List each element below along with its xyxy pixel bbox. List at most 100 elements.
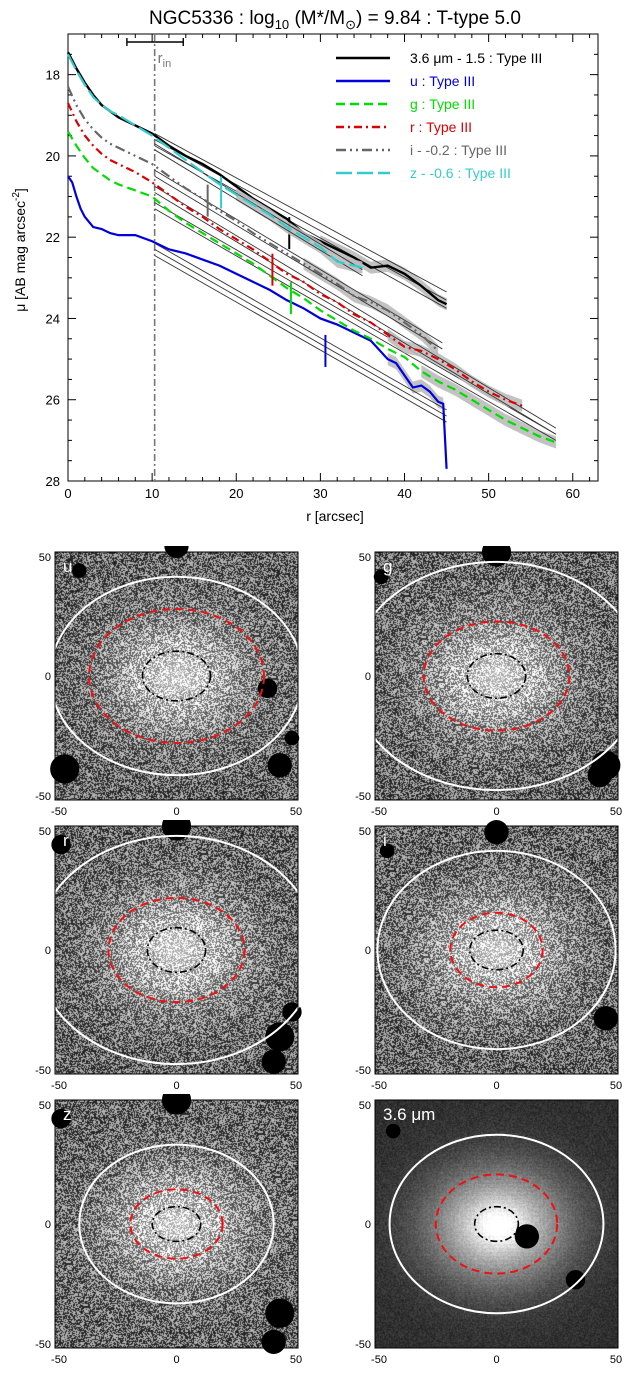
legend-label: 3.6 μm - 1.5 : Type III — [410, 50, 542, 66]
break-ellipse — [88, 608, 265, 744]
y-tick-label: 28 — [46, 474, 60, 489]
galaxy-image — [375, 826, 618, 1074]
fit-line — [154, 208, 557, 441]
inner-ellipse — [473, 1205, 520, 1243]
inner-ellipse — [468, 929, 525, 971]
panel-frame — [54, 825, 299, 1075]
panel-frame — [374, 551, 619, 801]
series-line — [67, 175, 448, 469]
masked-source — [373, 569, 389, 585]
galaxy-image — [55, 826, 298, 1074]
masked-source — [591, 750, 621, 780]
image-panel-1: g -50 0 50 50 0 -50 — [349, 546, 638, 818]
band-label: i — [383, 831, 387, 850]
inner-ellipse — [146, 926, 207, 974]
y-axis-label: μ [AB mag arcsec-2] — [11, 188, 28, 312]
y-tick-label: -50 — [355, 791, 371, 803]
fit-line — [154, 255, 447, 423]
uncertainty-band — [387, 352, 447, 475]
y-tick-label: 18 — [46, 68, 60, 83]
series-line — [67, 53, 363, 269]
masked-source — [385, 1123, 401, 1139]
band-label: g — [383, 557, 392, 576]
uncertainty-band — [387, 328, 523, 412]
fit-line — [154, 143, 363, 271]
masked-source — [379, 843, 395, 859]
fit-line — [154, 139, 447, 301]
outer-ellipse — [388, 1133, 605, 1315]
outer-ellipse — [376, 849, 617, 1051]
series-line — [67, 130, 557, 444]
masked-source — [284, 730, 300, 746]
x-tick-label: 0 — [173, 1354, 179, 1366]
galaxy-image — [55, 552, 298, 800]
uncertainty-band — [320, 235, 447, 311]
y-tick-label: 26 — [46, 393, 60, 408]
panel-frame — [54, 551, 299, 801]
x-tick-label: 50 — [481, 486, 495, 501]
y-tick-label: 50 — [359, 826, 371, 838]
masked-source — [51, 834, 71, 855]
image-panel-3: i -50 0 50 50 0 -50 — [355, 820, 622, 1092]
fit-line — [154, 175, 443, 350]
outer-ellipse — [49, 575, 304, 777]
break-ellipse — [107, 896, 246, 1004]
masked-source — [161, 1094, 192, 1115]
masked-source — [50, 754, 80, 784]
break-ellipse — [449, 911, 544, 989]
panel-frame — [374, 1099, 619, 1349]
fit-line — [154, 149, 363, 277]
x-tick-label: -50 — [371, 1080, 387, 1092]
plot-area: 0 10 20 30 40 50 60 18 20 22 24 26 28 rin — [46, 33, 599, 501]
y-tick-label: -50 — [35, 791, 51, 803]
fit-line — [154, 242, 447, 411]
series-line — [67, 86, 439, 352]
outer-ellipse — [34, 834, 318, 1066]
surface-brightness-profile-chart: NGC5336 : log10 (M*/M⊙) = 9.84 : T-type … — [11, 8, 599, 524]
x-tick-label: 40 — [397, 486, 411, 501]
y-tick-label: 0 — [45, 1219, 51, 1231]
image-panel-2: r -50 0 50 50 0 -50 — [34, 820, 318, 1092]
y-tick-label: -50 — [355, 1065, 371, 1077]
band-label: r — [63, 831, 69, 850]
galaxy-image — [55, 1100, 298, 1348]
x-tick-label: 50 — [290, 1080, 302, 1092]
x-tick-label: 30 — [313, 486, 327, 501]
galaxy-image — [375, 552, 618, 800]
y-tick-label: 0 — [45, 945, 51, 957]
y-tick-label: 0 — [45, 671, 51, 683]
y-tick-label: 0 — [365, 945, 371, 957]
outer-ellipse — [349, 560, 638, 792]
y-tick-label: 50 — [39, 552, 51, 564]
x-tick-label: 50 — [290, 806, 302, 818]
legend-label: g : Type III — [410, 96, 475, 112]
x-tick-label: 50 — [610, 1080, 622, 1092]
x-tick-label: 0 — [173, 806, 179, 818]
fit-line — [154, 248, 447, 417]
break-ellipse — [422, 620, 571, 732]
masked-source — [72, 563, 87, 578]
masked-source — [282, 1002, 302, 1022]
x-axis-label: r [arcsec] — [306, 508, 364, 524]
inner-ellipse — [466, 652, 527, 700]
y-tick-label: 50 — [359, 552, 371, 564]
x-tick-label: 50 — [290, 1354, 302, 1366]
masked-source — [514, 1224, 540, 1249]
y-tick-label: 50 — [359, 1100, 371, 1112]
y-tick-label: -50 — [355, 1339, 371, 1351]
galaxy-image — [375, 1100, 618, 1348]
masked-source — [267, 753, 292, 778]
series-line — [67, 102, 523, 407]
band-label: 3.6 μm — [383, 1105, 435, 1124]
masked-source — [484, 820, 509, 845]
fit-line — [154, 169, 443, 344]
y-tick-label: 24 — [46, 311, 60, 326]
x-tick-label: 0 — [493, 1354, 499, 1366]
masked-source — [261, 1329, 286, 1354]
legend-label: u : Type III — [410, 73, 475, 89]
panel-frame — [54, 1099, 299, 1349]
inner-ellipse — [141, 650, 212, 702]
band-label: u — [63, 557, 72, 576]
legend-label: i - -0.2 : Type III — [410, 142, 507, 158]
uncertainty-band — [303, 257, 439, 358]
